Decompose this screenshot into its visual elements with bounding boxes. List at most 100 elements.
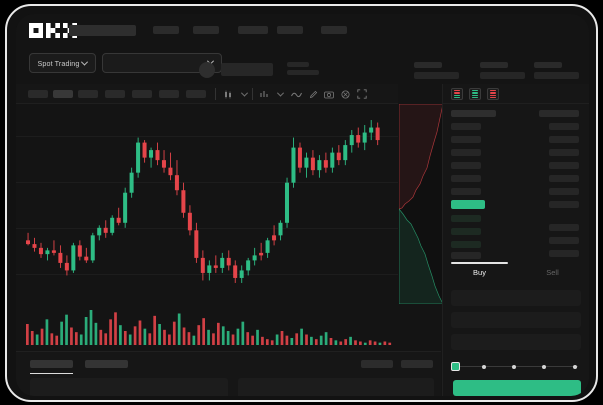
depth-chart-overlay xyxy=(399,104,443,304)
pair-change-label-placeholder xyxy=(287,62,309,67)
nav-item-5[interactable] xyxy=(321,26,347,34)
market-stat-2-label xyxy=(480,62,508,68)
tab-open-orders[interactable] xyxy=(30,360,73,374)
trading-mode-label: Spot Trading xyxy=(37,58,80,68)
market-stat-1 xyxy=(414,62,459,79)
orderbook-ask-row[interactable] xyxy=(451,162,481,169)
orders-panel xyxy=(16,351,441,396)
orderbook-value xyxy=(549,250,579,257)
pencil-icon[interactable] xyxy=(307,88,319,100)
orderbook-col-header xyxy=(451,110,496,117)
market-stat-3-value xyxy=(534,72,579,79)
tab-buy-label: Buy xyxy=(473,268,486,277)
volume-chart[interactable] xyxy=(16,306,398,351)
tab-sell-label: Sell xyxy=(546,268,559,277)
trade-form-tabs: Buy Sell xyxy=(443,262,589,284)
orderbook-view-bids-icon[interactable] xyxy=(469,88,481,100)
market-stat-1-value xyxy=(414,72,459,79)
orders-action-2[interactable] xyxy=(401,360,433,368)
nav-item-1[interactable] xyxy=(153,26,179,34)
candlestick-icon[interactable] xyxy=(222,88,234,100)
top-navigation-bar xyxy=(16,14,589,45)
chevron-down-icon[interactable] xyxy=(238,88,250,100)
orderbook-value xyxy=(549,201,579,208)
orderbook-value xyxy=(549,162,579,169)
amount-percent-slider[interactable] xyxy=(451,362,581,372)
settings-icon[interactable] xyxy=(339,88,351,100)
timeframe-1[interactable] xyxy=(28,90,48,98)
orderbook-value xyxy=(549,136,579,143)
slider-step-25[interactable] xyxy=(482,364,486,369)
orderbook-value xyxy=(549,149,579,156)
pair-coin-avatar xyxy=(199,62,215,78)
pair-price-placeholder xyxy=(221,63,273,76)
orderbook-trade-panel: Buy Sell xyxy=(442,84,589,396)
pair-change-value-placeholder xyxy=(287,70,319,75)
slider-step-50[interactable] xyxy=(512,364,516,369)
submit-order-button[interactable] xyxy=(453,380,581,396)
orderbook-view-both-icon[interactable] xyxy=(451,88,463,100)
orders-action-1[interactable] xyxy=(361,360,393,368)
trading-mode-select[interactable]: Spot Trading xyxy=(29,53,96,73)
timeframe-6[interactable] xyxy=(159,90,179,98)
chevron-down-icon[interactable] xyxy=(274,88,286,100)
market-stat-2 xyxy=(480,62,525,79)
orderbook-bid-row[interactable] xyxy=(451,252,481,259)
timeframe-7[interactable] xyxy=(186,90,206,98)
amount-field[interactable] xyxy=(451,334,581,350)
orderbook-bid-row[interactable] xyxy=(451,215,481,222)
device-frame: Spot Trading xyxy=(5,4,598,402)
fullscreen-icon[interactable] xyxy=(356,88,368,100)
chevron-down-icon xyxy=(81,58,89,66)
orderbook-value xyxy=(549,224,579,231)
gridline xyxy=(16,136,398,137)
volume-series xyxy=(26,310,392,345)
orderbook-ask-row[interactable] xyxy=(451,175,481,182)
indicators-icon[interactable] xyxy=(258,88,270,100)
price-field[interactable] xyxy=(451,312,581,328)
timeframe-5[interactable] xyxy=(132,90,152,98)
slider-handle[interactable] xyxy=(451,362,460,371)
orderbook-value xyxy=(549,123,579,130)
toolbar-divider-2 xyxy=(252,88,253,100)
order-type-field[interactable] xyxy=(451,290,581,306)
nav-item-2[interactable] xyxy=(193,26,219,34)
logo-letter-o-icon xyxy=(29,23,43,38)
timeframe-2-active[interactable] xyxy=(53,90,73,98)
orderbook-value xyxy=(549,175,579,182)
orderbook-value xyxy=(549,188,579,195)
slider-step-75[interactable] xyxy=(542,364,546,369)
candlestick-series xyxy=(26,120,380,283)
orderbook-value-header xyxy=(539,110,579,117)
market-stat-2-value xyxy=(480,72,525,79)
tab-buy-indicator xyxy=(451,262,508,264)
price-chart[interactable] xyxy=(16,104,398,304)
order-card-1 xyxy=(30,378,228,396)
tab-buy[interactable]: Buy xyxy=(443,262,516,277)
orderbook-ask-row[interactable] xyxy=(451,188,481,195)
orderbook-value xyxy=(549,237,579,244)
market-stat-3 xyxy=(534,62,579,79)
orderbook-ask-row[interactable] xyxy=(451,136,481,143)
nav-item-4[interactable] xyxy=(277,26,303,34)
line-tool-icon[interactable] xyxy=(290,88,302,100)
nav-item-3[interactable] xyxy=(238,26,268,34)
timeframe-4[interactable] xyxy=(105,90,125,98)
orderbook-ask-row[interactable] xyxy=(451,149,481,156)
slider-track xyxy=(454,366,578,367)
timeframe-3[interactable] xyxy=(78,90,98,98)
order-card-2 xyxy=(238,378,434,396)
gridline xyxy=(16,228,398,229)
orderbook-header xyxy=(443,84,589,104)
market-stat-3-label xyxy=(534,62,562,68)
tab-sell[interactable]: Sell xyxy=(516,268,589,277)
device-screen: Spot Trading xyxy=(16,14,589,396)
slider-step-100[interactable] xyxy=(573,364,577,369)
orderbook-bid-row[interactable] xyxy=(451,228,481,235)
orderbook-bid-row[interactable] xyxy=(451,241,481,248)
nav-search-placeholder[interactable] xyxy=(69,25,136,36)
camera-icon[interactable] xyxy=(323,88,335,100)
orderbook-ask-row[interactable] xyxy=(451,123,481,130)
orderbook-view-asks-icon[interactable] xyxy=(487,88,499,100)
tab-order-history[interactable] xyxy=(85,360,128,368)
